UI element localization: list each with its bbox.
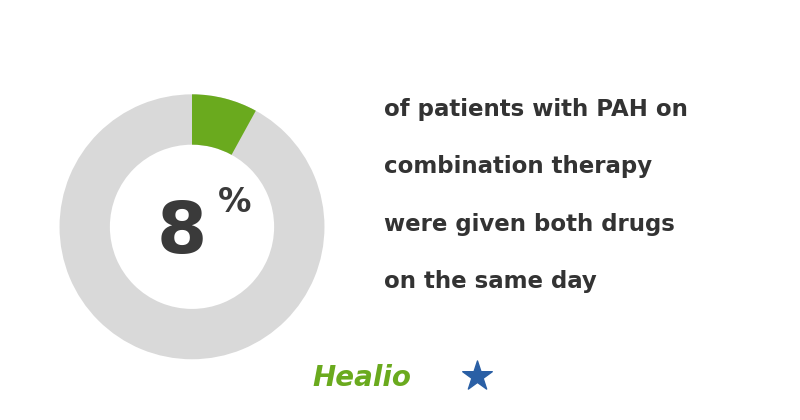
Text: were given both drugs: were given both drugs [384,213,675,236]
Text: Healio: Healio [312,364,411,392]
Text: of patients with PAH on: of patients with PAH on [384,98,688,121]
Wedge shape [192,94,256,155]
Text: According to Panjabi and colleagues:: According to Panjabi and colleagues: [182,21,618,41]
Text: 8: 8 [156,199,206,268]
Point [471,373,484,380]
Wedge shape [59,94,325,359]
Text: on the same day: on the same day [384,270,597,293]
Text: combination therapy: combination therapy [384,155,652,178]
Text: %: % [218,186,251,220]
